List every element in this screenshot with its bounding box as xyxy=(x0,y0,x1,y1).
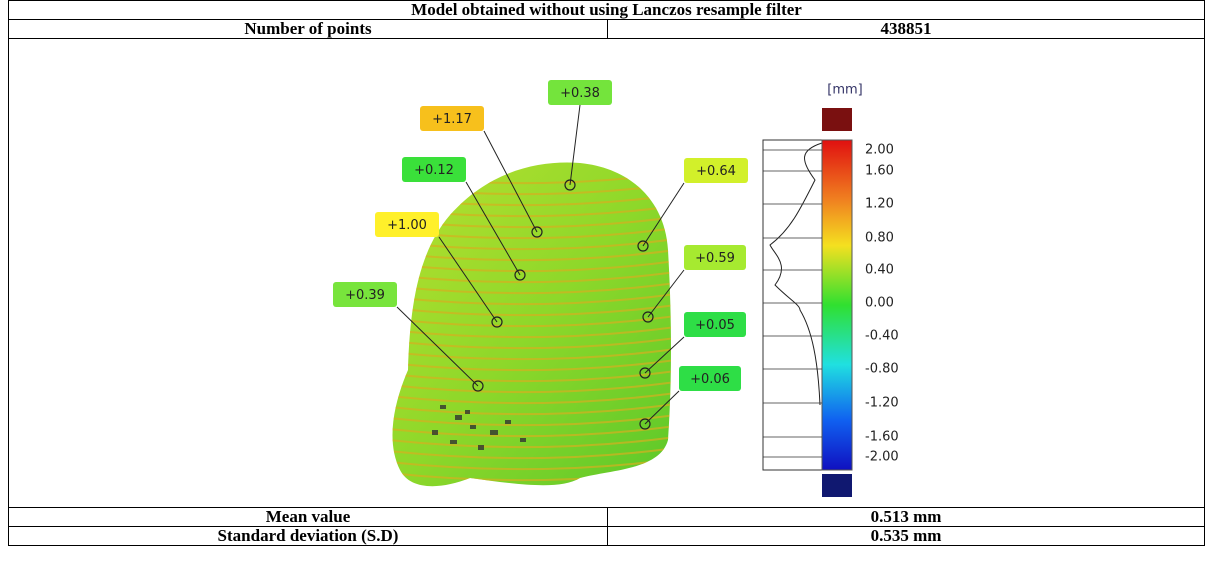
callout-label: +0.64 xyxy=(696,164,736,179)
cell: Mean value xyxy=(9,508,608,527)
model xyxy=(380,163,690,487)
callout-label: +0.39 xyxy=(345,288,385,303)
callout-label: +0.06 xyxy=(690,372,730,387)
histogram xyxy=(763,140,822,470)
over-swatch xyxy=(822,108,852,131)
scale-tick-label: 1.60 xyxy=(865,164,894,179)
callout-label: +0.38 xyxy=(560,86,600,101)
callout-label: +1.17 xyxy=(432,112,472,127)
under-swatch xyxy=(822,474,852,497)
deviation-figure: [mm] +0.38 +1.17 +0.12 +1.00 +0.39 +0.64 +0.59… xyxy=(0,0,1213,510)
callout-label: +0.05 xyxy=(695,318,735,333)
scale-tick-label: -2.00 xyxy=(865,450,899,465)
scale-tick-label: 0.80 xyxy=(865,231,894,246)
callout-label: +1.00 xyxy=(387,218,427,233)
scale-tick-label: 0.40 xyxy=(865,263,894,278)
scale-tick-label: 2.00 xyxy=(865,143,894,158)
callout-label: +0.12 xyxy=(414,163,454,178)
scale-unit: [mm] xyxy=(827,83,862,98)
scale-tick-label: -0.40 xyxy=(865,329,899,344)
cell: 0.513 mm xyxy=(608,508,1205,527)
scale-tick-label: -1.20 xyxy=(865,396,899,411)
scale-tick-label: 1.20 xyxy=(865,197,894,212)
cell: Standard deviation (S.D) xyxy=(9,527,608,546)
scale-tick-label: -0.80 xyxy=(865,362,899,377)
scale-tick-label: -1.60 xyxy=(865,430,899,445)
cell: 0.535 mm xyxy=(608,527,1205,546)
page: Model obtained without using Lanczos res… xyxy=(0,0,1213,563)
scale-tick-label: 0.00 xyxy=(865,296,894,311)
color-bar xyxy=(822,140,852,470)
callout-label: +0.59 xyxy=(695,251,735,266)
